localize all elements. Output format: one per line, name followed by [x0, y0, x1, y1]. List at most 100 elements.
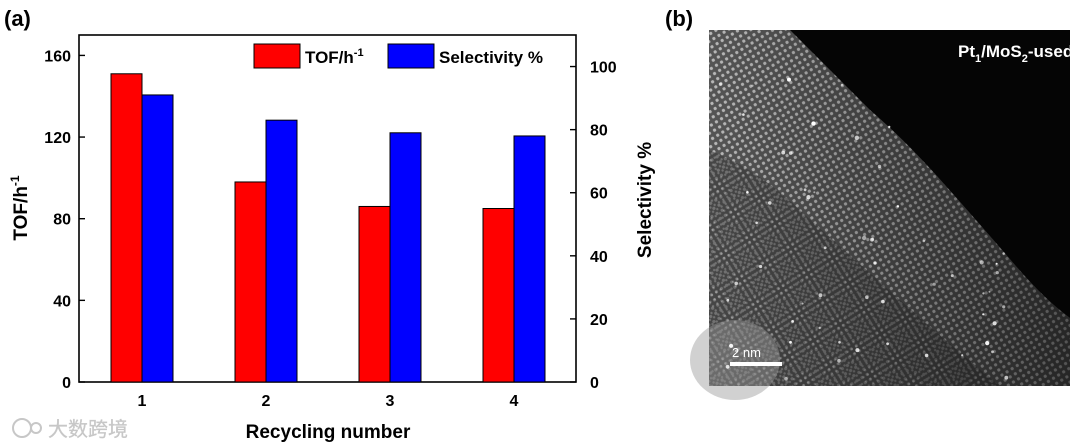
pt-atom-dot — [735, 349, 738, 353]
pt-atom-dot — [896, 205, 900, 208]
pt-atom-dot — [870, 237, 874, 242]
y2-tick-label: 60 — [590, 186, 608, 203]
pt-atom-dot — [982, 313, 985, 316]
pt-atom-dot — [803, 188, 807, 192]
y-tick-label: 40 — [53, 293, 71, 310]
pt-atom-dot — [718, 82, 723, 87]
y2-tick-label: 20 — [590, 312, 608, 329]
watermark-text: 大数跨境 — [48, 418, 128, 441]
pt-atom-dot — [991, 350, 994, 354]
pt-atom-dot — [789, 340, 792, 344]
left-axis: 0 40 80 120 160 — [44, 48, 85, 392]
micrograph-label-pt: Pt — [958, 42, 975, 61]
pt-atom-dot — [877, 164, 882, 169]
pt-atom-dot — [751, 84, 754, 87]
y2-tick-label: 40 — [590, 249, 608, 266]
pt-atom-dot — [995, 262, 998, 265]
pt-atom-dot — [788, 151, 793, 155]
pt-atom-dot — [806, 195, 811, 200]
pt-atom-dot — [924, 353, 929, 358]
x-tick-label: 4 — [510, 393, 519, 410]
pt-atom-dot — [746, 191, 749, 194]
pt-atom-dot — [729, 343, 734, 348]
pt-atom-dot — [823, 246, 827, 250]
pt-atom-dot — [982, 292, 985, 295]
pt-atom-dot — [759, 264, 763, 269]
right-axis: 0 20 40 60 80 100 — [570, 60, 617, 392]
y-tick-label: 160 — [44, 48, 71, 65]
y-tick-label: 0 — [62, 375, 71, 392]
pt-atom-dot — [801, 302, 804, 305]
pt-atom-dot — [734, 281, 738, 286]
plot-frame — [78, 34, 577, 383]
y2-axis-label: Selectivity % — [635, 142, 656, 258]
pt-atom-dot — [988, 290, 991, 293]
scale-bar — [730, 362, 782, 366]
pt-atom-dot — [961, 354, 964, 357]
crystal-edge-shade — [709, 30, 1070, 386]
pt-atom-dot — [726, 298, 730, 302]
pt-atom-dot — [932, 282, 936, 286]
pt-atom-dot — [992, 321, 997, 326]
legend-label-tof: TOF/h-1 — [305, 47, 364, 67]
pt-atom-dot — [881, 299, 885, 304]
y-axis-label-sup: -1 — [8, 175, 22, 186]
legend-swatch-tof — [253, 43, 301, 69]
y-axis-label-main: TOF/h — [11, 186, 32, 241]
legend: TOF/h-1 Selectivity % — [253, 43, 543, 69]
pt-atom-dot — [1002, 252, 1005, 255]
legend-tof-main: TOF/h — [305, 48, 354, 67]
bar-tof — [110, 73, 143, 383]
micrograph-label-used: -used — [1028, 42, 1073, 61]
bar-tof — [234, 181, 267, 383]
x-axis-label: Recycling number — [246, 422, 411, 443]
legend-label-selectivity: Selectivity % — [439, 48, 543, 67]
pt-atom-dot — [922, 239, 926, 243]
scale-bar-label: 2 nm — [732, 345, 761, 360]
legend-swatch-selectivity — [387, 43, 435, 69]
bar-tof — [358, 205, 391, 383]
pt-atom-dot — [854, 135, 860, 140]
micrograph-panel: Pt1/MoS2-used 2 nm — [690, 30, 1073, 400]
pt-atom-dot — [873, 261, 877, 265]
bar-selectivity — [389, 132, 422, 383]
pt-atom-dot — [818, 326, 821, 330]
watermark-logo-icon — [12, 418, 32, 438]
micrograph-label-mos: /MoS — [981, 42, 1022, 61]
x-tick-label: 1 — [138, 393, 147, 410]
legend-tof-sup: -1 — [354, 47, 364, 59]
pt-atom-dot — [886, 342, 889, 346]
pt-atom-dot — [784, 377, 788, 381]
pt-atom-dot — [791, 320, 794, 323]
y-axis-label: TOF/h-1 — [8, 175, 32, 241]
pt-atom-dot — [855, 348, 860, 353]
pt-atom-dot — [840, 83, 844, 87]
pt-atom-dot — [787, 77, 791, 82]
bar-selectivity — [513, 135, 546, 383]
pt-atom-dot — [755, 221, 758, 225]
y-tick-label: 120 — [44, 130, 71, 147]
pt-atom-dot — [781, 150, 786, 155]
pt-atom-dot — [742, 113, 745, 116]
micrograph-label-sub1: 1 — [975, 53, 981, 65]
pt-atom-dot — [888, 125, 891, 128]
x-tick-label: 2 — [262, 393, 271, 410]
pt-atom-dot — [838, 341, 841, 344]
pt-atom-dot — [865, 295, 869, 300]
y2-tick-label: 100 — [590, 60, 617, 77]
pt-atom-dot — [950, 274, 954, 278]
pt-atom-dot — [725, 364, 730, 369]
micrograph-label: Pt1/MoS2-used — [958, 42, 1073, 65]
x-axis: 1 2 3 4 — [138, 376, 519, 410]
pt-atom-dot — [811, 121, 816, 126]
y2-tick-label: 0 — [590, 375, 599, 392]
pt-atom-dot — [1004, 375, 1009, 380]
watermark: 大数跨境 — [12, 418, 128, 441]
bar-selectivity — [141, 94, 174, 383]
pt-atom-dot — [818, 293, 823, 298]
lower-left-glow — [690, 320, 780, 400]
pt-atom-dot — [862, 235, 867, 241]
pt-atom-dot — [768, 201, 772, 205]
